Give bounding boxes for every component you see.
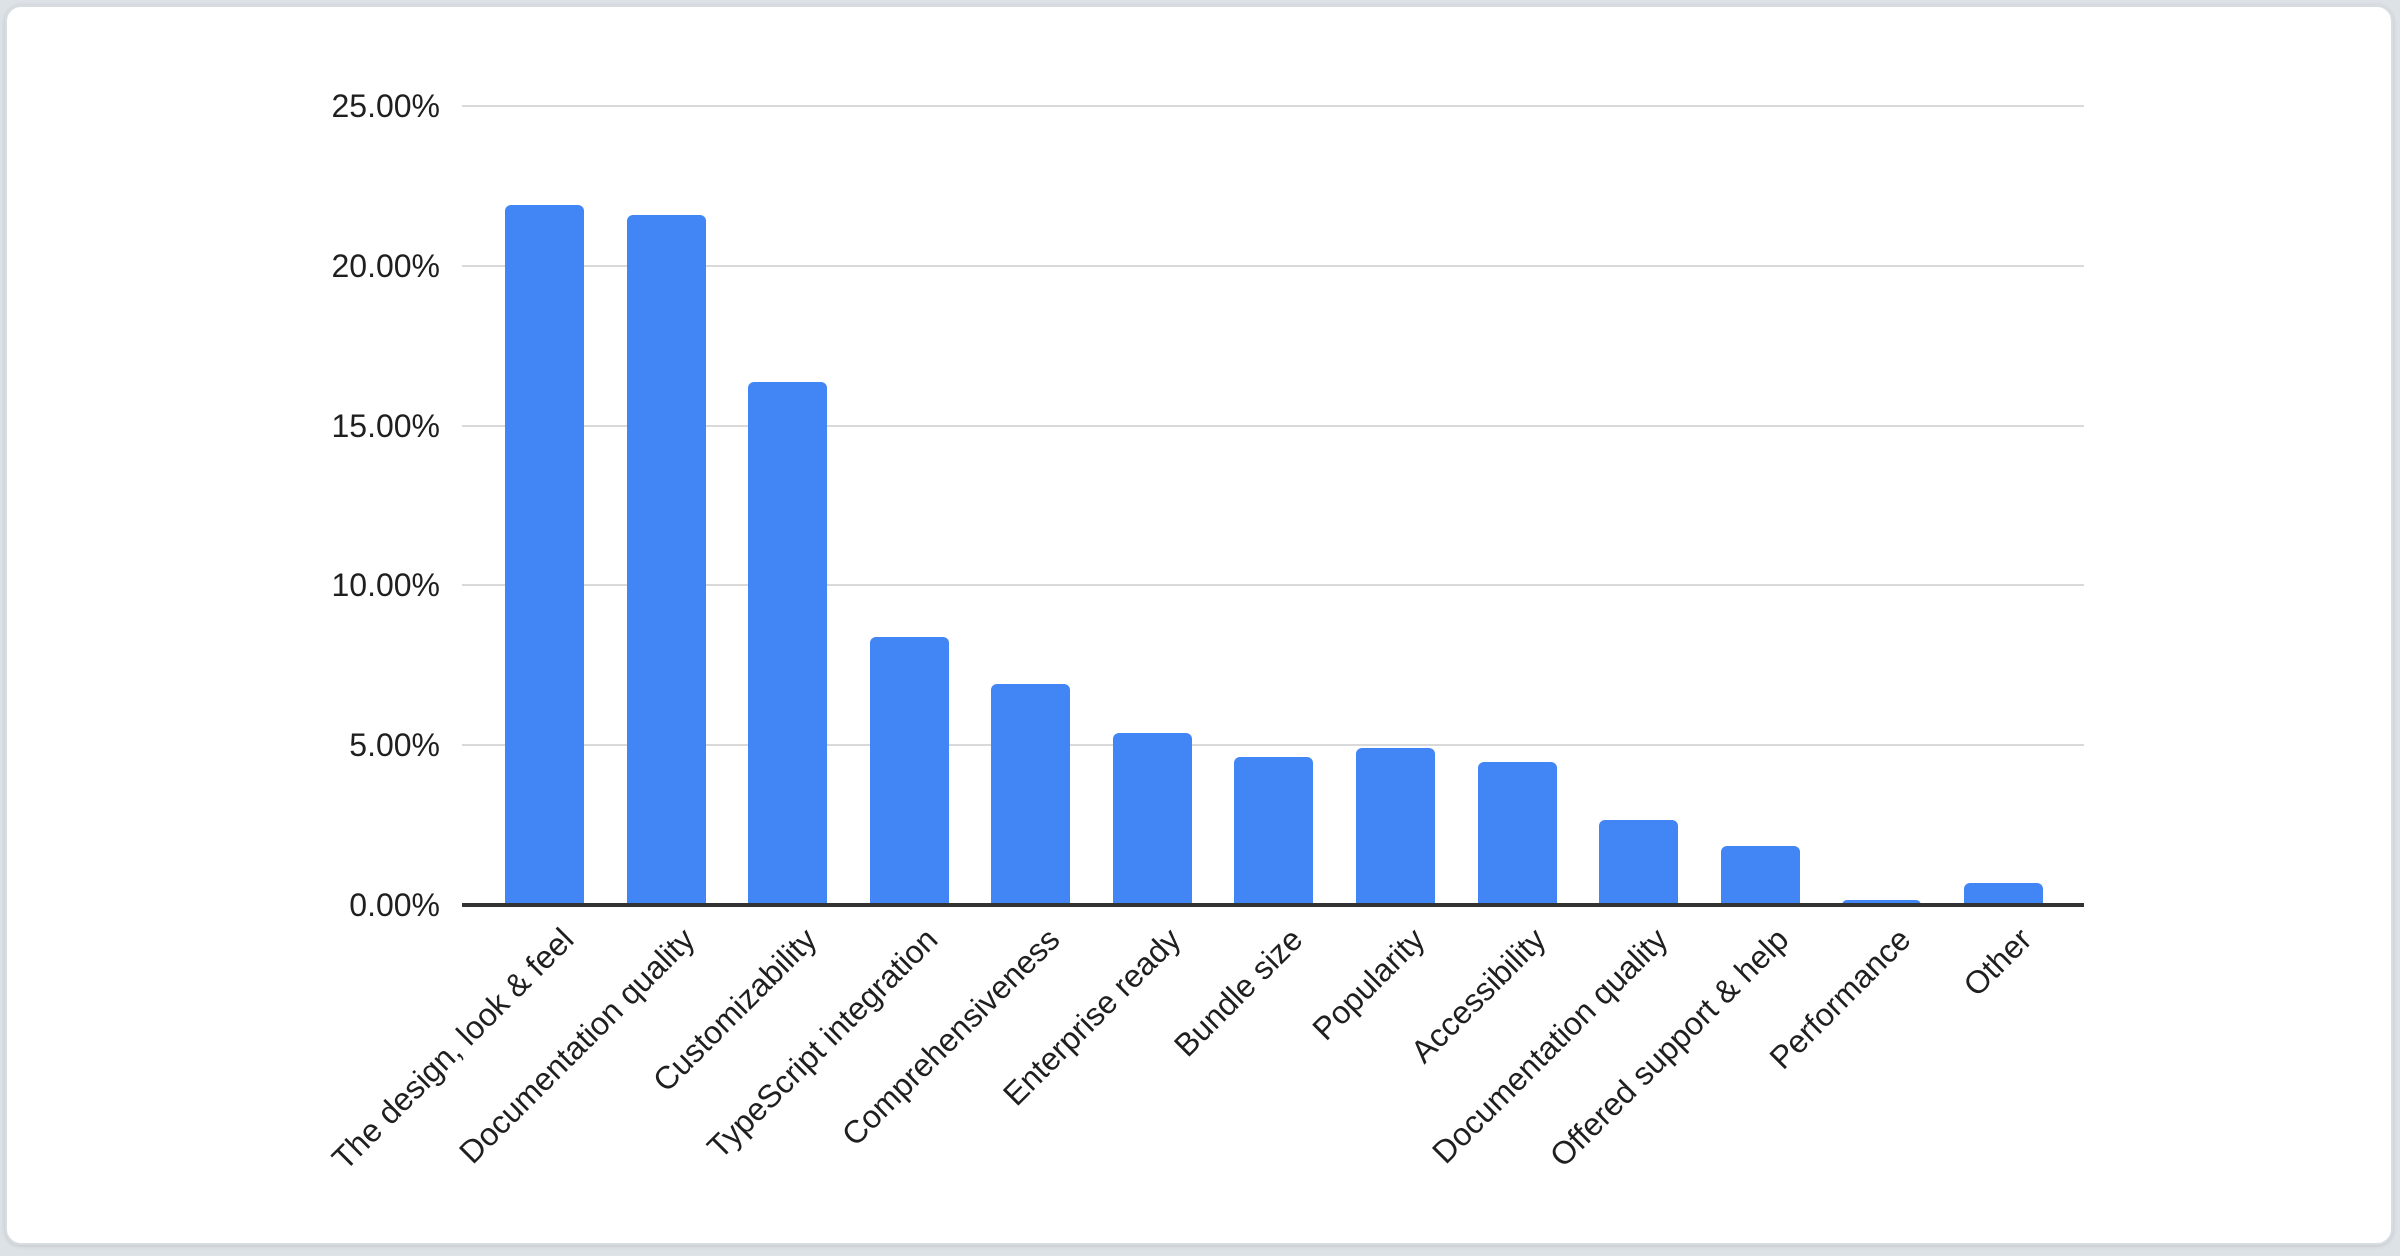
bar-10 (1599, 819, 1679, 905)
bar-3 (748, 382, 828, 905)
x-axis-category-label: Popularity (1304, 921, 1432, 1048)
bar-8 (1356, 748, 1436, 905)
y-axis-tick-label: 25.00% (331, 88, 440, 124)
y-axis-tick-label: 15.00% (331, 407, 440, 444)
gridline (462, 105, 2084, 107)
gridline (462, 744, 2084, 747)
gridline (462, 264, 2084, 267)
x-axis-line (462, 903, 2084, 907)
x-axis-category-label: The design, look & feel (324, 921, 580, 1177)
x-axis-category-label: Documentation quality (452, 921, 702, 1171)
bar-4 (869, 636, 949, 905)
x-axis-category-label: Offered support & help (1543, 921, 1796, 1174)
bar-5 (991, 684, 1071, 905)
x-axis-category-label: Enterprise ready (996, 921, 1188, 1113)
y-axis-tick-label: 5.00% (349, 727, 440, 764)
x-axis-category-label: Customizability (645, 921, 824, 1099)
bar-2 (626, 214, 706, 905)
y-axis-tick-label: 10.00% (331, 567, 440, 604)
x-axis-category-label: Other (1956, 921, 2039, 1004)
y-axis-tick-label: 20.00% (331, 247, 440, 284)
gridline (462, 584, 2084, 587)
bar-12 (1842, 899, 1922, 905)
y-axis-tick-label: 0.00% (349, 887, 440, 923)
x-axis-category-label: TypeScript integration (700, 921, 945, 1166)
gridline (462, 424, 2084, 427)
bar-6 (1112, 733, 1192, 905)
bar-13 (1963, 882, 2043, 905)
bar-7 (1234, 757, 1314, 905)
bar-1 (505, 205, 584, 905)
bar-chart: 25.00% 20.00% 15.00% 10.00% 5.00% 0.00% The d… (7, 7, 2391, 1243)
chart-card: 25.00% 20.00% 15.00% 10.00% 5.00% 0.00% The d… (5, 5, 2393, 1245)
bar-9 (1477, 762, 1557, 905)
bar-11 (1720, 845, 1800, 905)
